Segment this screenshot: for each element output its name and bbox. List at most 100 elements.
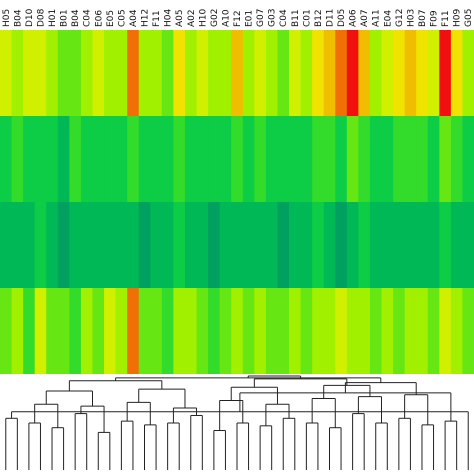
heatmap-cell bbox=[416, 202, 429, 288]
heatmap-cell bbox=[80, 116, 94, 202]
column-label: A11 bbox=[372, 9, 382, 27]
heatmap-cell bbox=[23, 30, 36, 116]
column-label: B04 bbox=[71, 9, 81, 27]
heatmap-cell bbox=[416, 288, 429, 374]
column-label: H03 bbox=[406, 9, 416, 27]
column-label: G05 bbox=[464, 9, 474, 27]
column-label: G02 bbox=[210, 9, 220, 27]
heatmap-cell bbox=[450, 116, 464, 202]
heatmap-cell bbox=[358, 116, 371, 202]
heatmap-cell bbox=[92, 202, 105, 288]
heatmap-cell bbox=[462, 202, 474, 288]
heatmap-cell bbox=[150, 116, 163, 202]
column-label: A10 bbox=[221, 9, 231, 27]
heatmap-cell bbox=[92, 116, 105, 202]
heatmap-cell bbox=[150, 288, 163, 374]
heatmap-cell bbox=[346, 202, 359, 288]
heatmap-cell bbox=[323, 288, 336, 374]
heatmap-cell bbox=[104, 202, 117, 288]
heatmap-cell bbox=[184, 202, 198, 288]
column-label: C01 bbox=[302, 9, 312, 27]
heatmap-cell bbox=[231, 202, 244, 288]
heatmap-cell bbox=[346, 116, 359, 202]
heatmap-cell bbox=[208, 116, 221, 202]
heatmap-cell bbox=[381, 288, 394, 374]
column-label: F09 bbox=[430, 10, 440, 27]
heatmap-cell bbox=[254, 288, 267, 374]
column-label: H12 bbox=[141, 9, 151, 27]
column-label: D11 bbox=[325, 9, 335, 27]
heatmap-cell bbox=[254, 202, 267, 288]
heatmap-cell bbox=[219, 30, 232, 116]
heatmap-cell bbox=[184, 288, 198, 374]
heatmap-cell bbox=[23, 202, 36, 288]
heatmap-cell bbox=[277, 116, 290, 202]
heatmap-cell bbox=[265, 116, 279, 202]
column-label: H04 bbox=[164, 9, 174, 27]
heatmap-cell bbox=[462, 30, 474, 116]
heatmap-cell bbox=[34, 30, 47, 116]
heatmap-cell bbox=[138, 116, 151, 202]
heatmap-cell bbox=[393, 30, 406, 116]
heatmap-cell bbox=[11, 288, 24, 374]
heatmap-cell bbox=[11, 202, 24, 288]
heatmap-cell bbox=[335, 30, 348, 116]
heatmap-cell bbox=[231, 30, 244, 116]
column-label: C05 bbox=[117, 9, 127, 27]
heatmap-cell bbox=[69, 288, 82, 374]
heatmap-cell bbox=[450, 202, 464, 288]
heatmap-cell bbox=[0, 202, 13, 288]
heatmap-cell bbox=[11, 30, 24, 116]
column-label: D05 bbox=[337, 9, 347, 27]
heatmap-cell bbox=[57, 202, 70, 288]
heatmap-cell bbox=[57, 30, 70, 116]
heatmap-cell bbox=[208, 30, 221, 116]
column-label: C04 bbox=[279, 9, 289, 27]
heatmap-cell bbox=[219, 288, 232, 374]
column-label: B07 bbox=[418, 9, 428, 27]
heatmap-cell bbox=[173, 288, 186, 374]
heatmap-cell bbox=[242, 202, 255, 288]
heatmap-cell bbox=[404, 202, 417, 288]
heatmap-cell bbox=[312, 202, 325, 288]
column-label: F11 bbox=[152, 10, 162, 27]
column-label: B12 bbox=[314, 9, 324, 27]
column-label: G03 bbox=[268, 9, 278, 27]
heatmap-cell bbox=[265, 288, 279, 374]
heatmap-cell bbox=[358, 202, 371, 288]
heatmap-cell bbox=[196, 202, 209, 288]
heatmap-cell bbox=[92, 288, 105, 374]
heatmap-cell bbox=[254, 116, 267, 202]
heatmap-cell bbox=[150, 30, 163, 116]
heatmap-cell bbox=[439, 288, 452, 374]
column-label: F11 bbox=[441, 10, 451, 27]
heatmap-cell bbox=[265, 30, 279, 116]
heatmap-cell bbox=[80, 202, 94, 288]
heatmap-cell bbox=[69, 202, 82, 288]
heatmap-cell bbox=[242, 30, 255, 116]
heatmap-cell bbox=[34, 116, 47, 202]
heatmap-cell bbox=[46, 288, 59, 374]
heatmap-cell bbox=[254, 30, 267, 116]
heatmap-cell bbox=[369, 288, 383, 374]
heatmap-cell bbox=[161, 288, 175, 374]
heatmap-cell bbox=[323, 116, 336, 202]
heatmap-cell bbox=[80, 30, 94, 116]
heatmap-cell bbox=[323, 30, 336, 116]
column-label: E04 bbox=[383, 10, 393, 27]
heatmap-cell bbox=[196, 116, 209, 202]
heatmap-cell bbox=[104, 288, 117, 374]
heatmap-cell bbox=[80, 288, 94, 374]
column-label: H10 bbox=[198, 9, 208, 27]
heatmap-cell bbox=[427, 202, 440, 288]
heatmap-cell bbox=[46, 202, 59, 288]
heatmap-cell bbox=[0, 30, 13, 116]
heatmap-cell bbox=[184, 116, 198, 202]
heatmap-cell bbox=[358, 30, 371, 116]
column-label: E01 bbox=[245, 10, 255, 27]
column-label: H01 bbox=[48, 9, 58, 27]
heatmap-cell bbox=[242, 116, 255, 202]
heatmap-cell bbox=[312, 116, 325, 202]
column-label: B01 bbox=[60, 9, 70, 27]
heatmap-cell bbox=[404, 116, 417, 202]
